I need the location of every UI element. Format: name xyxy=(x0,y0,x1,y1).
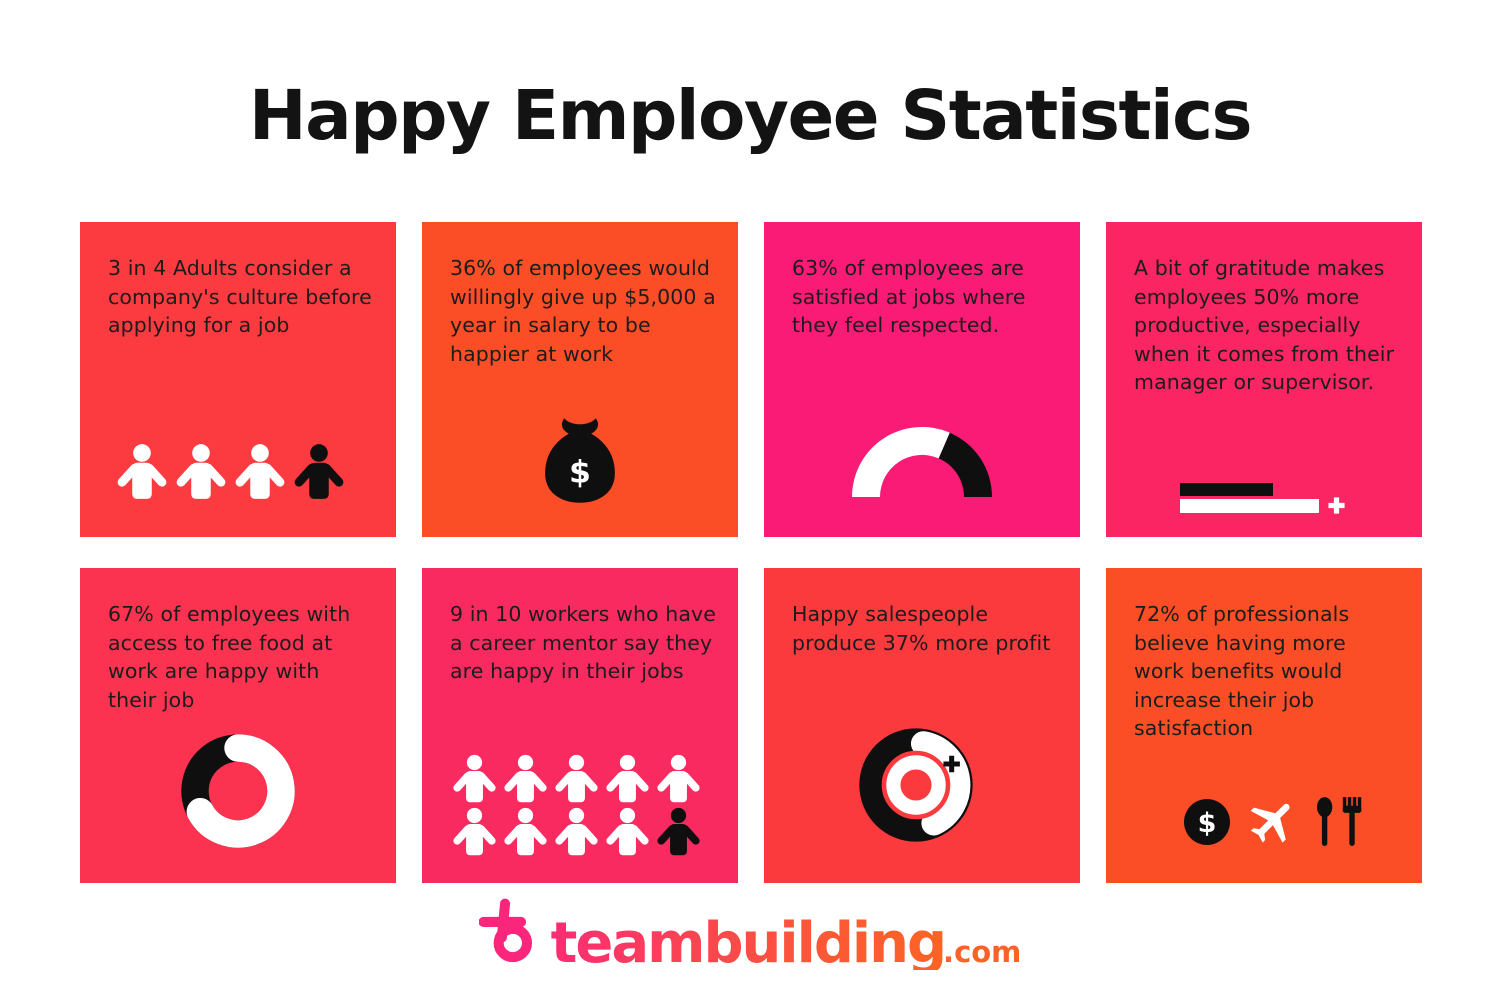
person-icon xyxy=(554,754,599,804)
person-icon xyxy=(234,443,286,501)
person-icon xyxy=(605,754,650,804)
person-icon xyxy=(656,754,701,804)
stat-card-text: Happy salespeople produce 37% more profi… xyxy=(792,602,1051,655)
stat-card-text: 67% of employees with access to free foo… xyxy=(108,602,351,712)
person-icon xyxy=(293,443,345,501)
half-donut-gauge-icon xyxy=(852,426,992,497)
people-3-of-4-icon xyxy=(116,443,345,501)
white-bar xyxy=(1180,498,1319,513)
stat-card-culture: 3 in 4 Adults consider a company's cultu… xyxy=(80,222,396,537)
stat-card-free-food: 67% of employees with access to free foo… xyxy=(80,568,396,883)
stat-card-salespeople: Happy salespeople produce 37% more profi… xyxy=(764,568,1080,883)
black-bar xyxy=(1180,483,1273,496)
stat-card-text: 63% of employees are satisfied at jobs w… xyxy=(792,256,1026,337)
svg-text:$: $ xyxy=(1198,808,1217,839)
plus-icon xyxy=(1328,497,1345,514)
stat-card-text: A bit of gratitude makes employees 50% m… xyxy=(1134,256,1395,394)
person-icon xyxy=(503,807,548,857)
stat-card-benefits: 72% of professionals believe having more… xyxy=(1106,568,1422,883)
stat-card-text: 36% of employees would willingly give up… xyxy=(450,256,716,366)
stat-card-salary: 36% of employees would willingly give up… xyxy=(422,222,738,537)
donut-ring-icon xyxy=(181,734,295,848)
stat-card-respect: 63% of employees are satisfied at jobs w… xyxy=(764,222,1080,537)
person-icon xyxy=(452,807,497,857)
plus-icon xyxy=(943,755,960,773)
person-icon xyxy=(116,443,168,501)
target-donut-plus-icon xyxy=(859,728,973,842)
footer-logo: teambuilding .com xyxy=(0,896,1500,976)
stat-card-gratitude: A bit of gratitude makes employees 50% m… xyxy=(1106,222,1422,537)
teambuilding-logo-mark xyxy=(478,898,532,963)
brand-wordmark: teambuilding xyxy=(550,910,947,976)
svg-text:$: $ xyxy=(569,455,591,491)
person-icon xyxy=(175,443,227,501)
stacked-bars-plus-icon xyxy=(1180,483,1346,515)
person-icon xyxy=(452,754,497,804)
stat-card-text: 72% of professionals believe having more… xyxy=(1134,602,1350,740)
cutlery-icon xyxy=(1316,797,1362,846)
person-icon xyxy=(503,754,548,804)
dollar-coin-icon: $ xyxy=(1184,799,1230,845)
stat-card-mentor: 9 in 10 workers who have a career mentor… xyxy=(422,568,738,883)
money-bag-icon: $ xyxy=(545,418,615,503)
people-9-of-10-icon xyxy=(452,754,701,857)
person-icon xyxy=(554,807,599,857)
airplane-icon xyxy=(1250,803,1290,843)
stat-card-text: 9 in 10 workers who have a career mentor… xyxy=(450,602,716,683)
stat-card-text: 3 in 4 Adults consider a company's cultu… xyxy=(108,256,372,337)
person-icon xyxy=(605,807,650,857)
stat-card-grid: 3 in 4 Adults consider a company's cultu… xyxy=(80,222,1422,883)
brand-tld: .com xyxy=(943,935,1022,969)
person-icon xyxy=(656,807,701,857)
page-title: Happy Employee Statistics xyxy=(248,76,1253,156)
money-travel-food-icons: $ xyxy=(1184,795,1362,849)
